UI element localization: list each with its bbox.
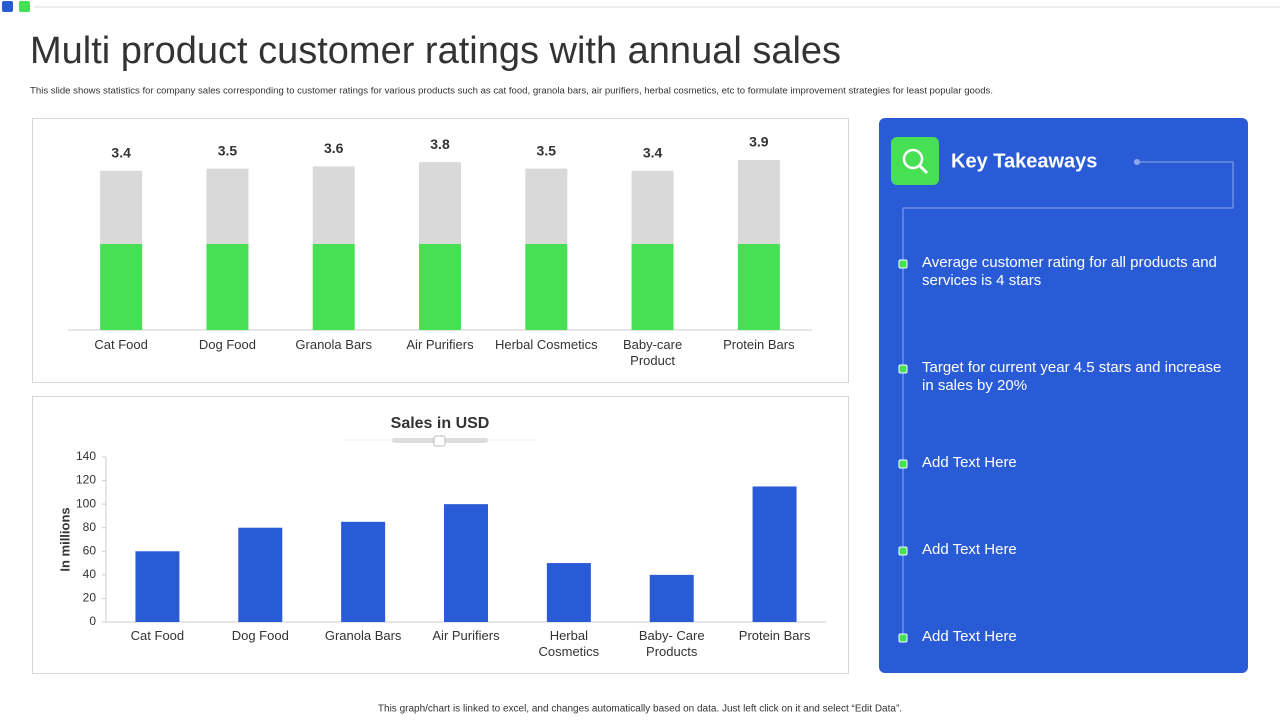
decor-square — [2, 1, 13, 12]
y-tick-label: 80 — [83, 520, 97, 534]
y-tick-label: 20 — [83, 591, 97, 605]
x-tick-label: Protein Bars — [738, 628, 811, 643]
bar — [546, 563, 591, 622]
takeaway-text: Target for current year 4.5 stars and in… — [922, 359, 1222, 394]
footer-note: This graph/chart is linked to excel, and… — [378, 704, 902, 715]
bar — [752, 486, 797, 622]
bar-segment — [631, 243, 674, 330]
panel-title: Key Takeaways — [951, 150, 1097, 172]
x-tick-label-box: Cat Food — [94, 337, 148, 352]
x-tick-label-box: Baby- Care Products — [638, 628, 705, 659]
data-label: 3.6 — [324, 140, 344, 156]
bar — [444, 504, 488, 622]
x-tick-label: Herbal Cosmetics — [494, 337, 598, 352]
y-axis-label: In millions — [57, 507, 72, 571]
y-tick-label: 40 — [83, 567, 97, 581]
bar — [135, 551, 180, 622]
x-tick-label-box: Dog Food — [198, 337, 256, 352]
bar-segment — [312, 243, 355, 330]
bar-segment — [631, 170, 674, 244]
takeaway-text: Average customer rating for all products… — [922, 254, 1217, 289]
bullet — [898, 259, 908, 269]
bar-segment — [525, 168, 568, 244]
x-tick-label-box: Herbal Cosmetics — [494, 337, 598, 352]
bar-segment — [525, 243, 568, 330]
x-tick-label: Air Purifiers — [432, 628, 500, 643]
takeaway-text-box: Add Text Here — [922, 628, 1017, 645]
data-label: 3.9 — [749, 134, 769, 150]
y-tick-label: 140 — [76, 449, 96, 463]
x-tick-label: Herbal Cosmetics — [538, 628, 600, 659]
bar-segment — [100, 243, 143, 330]
y-tick-label: 60 — [83, 543, 97, 557]
x-tick-label: Cat Food — [94, 337, 148, 352]
x-tick-label-box: Cat Food — [130, 628, 185, 643]
x-tick-label: Air Purifiers — [406, 337, 474, 352]
bar-segment — [100, 170, 143, 244]
bar-segment — [206, 243, 249, 330]
x-tick-label: Granola Bars — [295, 337, 372, 352]
y-tick-label: 120 — [76, 473, 96, 487]
data-label: 3.8 — [430, 136, 450, 152]
takeaway-text: Add Text Here — [922, 541, 1017, 558]
bar-segment — [419, 162, 461, 244]
x-tick-label: Granola Bars — [324, 628, 402, 643]
bar — [341, 521, 386, 622]
bar-segment — [419, 243, 461, 330]
data-label: 3.5 — [218, 142, 238, 158]
x-tick-label-box: Herbal Cosmetics — [538, 628, 600, 659]
x-tick-label-box: Dog Food — [231, 628, 289, 643]
data-label: 3.5 — [537, 142, 557, 158]
takeaway-text-box: Add Text Here — [922, 454, 1017, 471]
bar-segment — [206, 168, 249, 244]
x-tick-label-box: Protein Bars — [738, 628, 811, 643]
decor-square — [19, 1, 30, 12]
takeaway-text-box: Add Text Here — [922, 541, 1017, 558]
data-label: 3.4 — [643, 144, 663, 160]
y-tick-label: 100 — [76, 496, 96, 510]
bullet — [898, 364, 908, 374]
x-tick-label: Dog Food — [198, 337, 256, 352]
x-tick-label-box: Granola Bars — [295, 337, 372, 352]
panel-icon-bg — [891, 137, 939, 185]
x-tick-label: Protein Bars — [723, 337, 795, 352]
takeaway-text: Add Text Here — [922, 628, 1017, 645]
x-tick-label-box: Air Purifiers — [432, 628, 500, 643]
bar — [238, 527, 283, 622]
x-tick-label: Dog Food — [231, 628, 289, 643]
panel-icon — [917, 163, 929, 175]
panel-frame — [902, 161, 1234, 640]
x-tick-label-box: Granola Bars — [324, 628, 402, 643]
bar-segment — [737, 243, 780, 330]
takeaway-panel — [879, 118, 1248, 673]
bar-segment — [312, 166, 355, 244]
chart-title: Sales in USD — [391, 415, 490, 432]
bullet — [898, 546, 908, 556]
bullet — [898, 459, 908, 469]
x-tick-label-box: Air Purifiers — [406, 337, 474, 352]
x-tick-label-box: Baby-care Product — [622, 337, 683, 368]
y-tick-label: 0 — [89, 614, 96, 628]
takeaway-text: Add Text Here — [922, 454, 1017, 471]
decor-handle — [433, 435, 446, 447]
slide-subtitle: This slide shows statistics for company … — [30, 86, 993, 97]
bar — [649, 574, 694, 622]
takeaway-text-box: Average customer rating for all products… — [922, 254, 1217, 289]
bullet — [898, 633, 908, 643]
x-tick-label: Baby-care Product — [622, 337, 683, 368]
data-label: 3.4 — [111, 144, 131, 160]
x-tick-label-box: Protein Bars — [723, 337, 795, 352]
panel-icon — [902, 148, 924, 170]
bar-segment — [737, 160, 780, 244]
slide-title: Multi product customer ratings with annu… — [30, 30, 841, 72]
x-tick-label: Cat Food — [130, 628, 185, 643]
takeaway-text-box: Target for current year 4.5 stars and in… — [922, 359, 1222, 394]
x-tick-label: Baby- Care Products — [638, 628, 705, 659]
panel-dot — [1134, 159, 1140, 165]
